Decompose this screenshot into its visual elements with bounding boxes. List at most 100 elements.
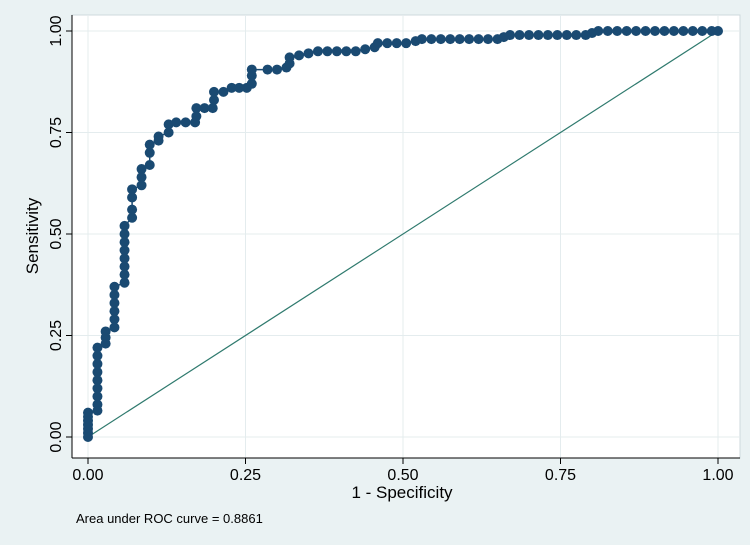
roc-point — [92, 383, 103, 394]
y-tick-label: 0.00 — [48, 421, 65, 452]
roc-point — [650, 26, 660, 36]
roc-point — [401, 38, 412, 49]
roc-point — [171, 117, 182, 128]
roc-point — [180, 117, 191, 128]
y-tick-label: 0.75 — [48, 117, 65, 148]
x-tick-label: 1.00 — [702, 467, 733, 484]
roc-point — [191, 103, 202, 114]
roc-point — [391, 38, 402, 49]
roc-point — [640, 26, 651, 36]
roc-point — [209, 95, 219, 106]
roc-point — [119, 237, 130, 248]
roc-point — [621, 26, 632, 36]
roc-point — [593, 26, 604, 36]
roc-point — [687, 26, 698, 36]
roc-point — [360, 44, 371, 55]
roc-point — [331, 46, 342, 57]
roc-point — [92, 350, 103, 361]
roc-point — [350, 46, 361, 57]
y-axis-ticks: 0.00 0.25 0.50 0.75 1.00 — [48, 15, 72, 453]
roc-points — [83, 26, 723, 442]
roc-point — [92, 375, 103, 386]
roc-point — [312, 46, 323, 57]
roc-point — [191, 111, 202, 122]
roc-point — [533, 30, 544, 41]
roc-point — [83, 407, 93, 418]
roc-point — [109, 306, 120, 317]
roc-point — [473, 34, 484, 45]
roc-point — [218, 86, 229, 97]
roc-point — [372, 38, 383, 49]
x-axis-title: 1 - Specificity — [351, 483, 453, 502]
roc-point — [144, 139, 155, 150]
roc-point — [668, 26, 679, 36]
roc-point — [100, 326, 111, 337]
reference-diagonal-line — [87, 30, 719, 438]
roc-point — [542, 30, 553, 41]
roc-point — [659, 26, 670, 36]
roc-point — [144, 147, 155, 158]
roc-point — [678, 26, 689, 36]
roc-point — [272, 64, 282, 75]
roc-point — [524, 30, 534, 41]
roc-point — [483, 34, 494, 45]
roc-point — [119, 253, 130, 264]
roc-point — [109, 322, 120, 333]
auc-note: Area under ROC curve = 0.8861 — [76, 511, 263, 526]
x-tick-label: 0.75 — [545, 467, 576, 484]
roc-point — [119, 277, 130, 288]
x-tick-label: 0.25 — [230, 467, 261, 484]
roc-point — [136, 164, 147, 175]
roc-point — [119, 269, 130, 280]
y-tick-label: 1.00 — [48, 15, 65, 46]
roc-point — [119, 261, 130, 272]
roc-point — [92, 358, 103, 369]
roc-point — [127, 204, 138, 215]
roc-point — [602, 26, 613, 36]
roc-point — [92, 342, 103, 353]
roc-point — [234, 82, 245, 93]
roc-point — [163, 127, 174, 138]
roc-point — [416, 34, 427, 45]
roc-point — [294, 50, 305, 61]
roc-point — [303, 48, 314, 59]
roc-point — [505, 30, 516, 41]
roc-point — [571, 30, 582, 41]
roc-point — [92, 399, 103, 410]
roc-point — [226, 82, 237, 93]
roc-point — [144, 159, 155, 170]
roc-point — [341, 46, 352, 57]
y-tick-label: 0.50 — [48, 218, 65, 249]
x-axis-ticks: 0.00 0.25 0.50 0.75 1.00 — [72, 458, 734, 484]
roc-point — [119, 220, 130, 231]
roc-point — [262, 64, 273, 75]
roc-point — [713, 26, 723, 36]
roc-point — [454, 34, 465, 45]
x-tick-label: 0.50 — [387, 467, 418, 484]
roc-point — [284, 52, 295, 63]
roc-point — [445, 34, 456, 45]
roc-point — [514, 30, 525, 41]
roc-point — [109, 289, 120, 300]
roc-point — [127, 192, 138, 203]
roc-point — [552, 30, 563, 41]
roc-point — [109, 281, 120, 292]
y-tick-label: 0.25 — [48, 320, 65, 351]
roc-point — [246, 78, 257, 89]
roc-point — [464, 34, 475, 45]
roc-point — [426, 34, 437, 45]
roc-point — [199, 103, 210, 114]
roc-point — [322, 46, 333, 57]
roc-point — [697, 26, 708, 36]
y-axis-title: Sensitivity — [23, 197, 42, 274]
roc-point — [561, 30, 572, 41]
roc-point — [163, 119, 174, 130]
roc-point — [136, 172, 147, 183]
roc-point — [119, 245, 130, 256]
roc-point — [435, 34, 446, 45]
roc-point — [92, 391, 103, 402]
roc-point — [153, 131, 164, 142]
roc-point — [109, 298, 120, 309]
roc-point — [209, 86, 219, 97]
